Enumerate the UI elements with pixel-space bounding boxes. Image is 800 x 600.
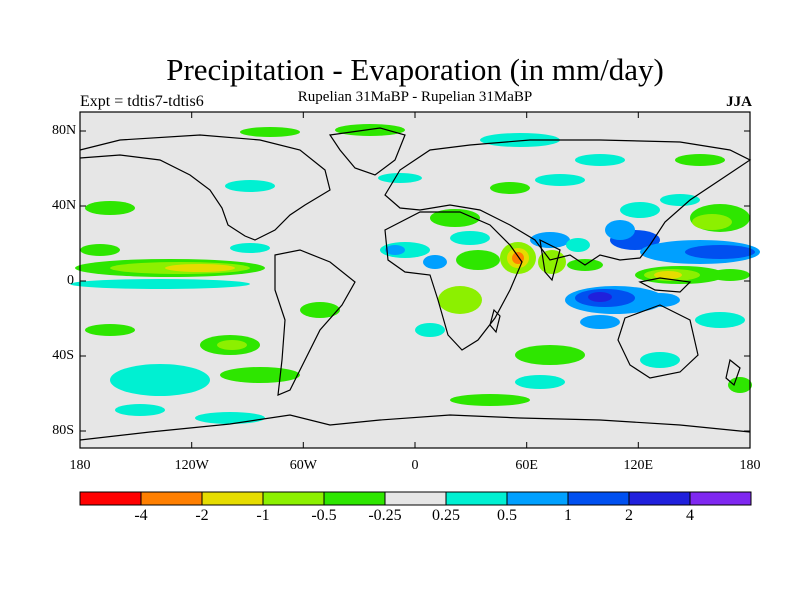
colorbar-box	[323, 491, 386, 506]
anomaly-patch	[430, 209, 480, 227]
colorbar-label: 2	[625, 507, 633, 524]
colorbar-label: 0.5	[497, 507, 517, 524]
coastline-indonesia	[638, 277, 692, 293]
anomaly-patch	[378, 173, 422, 183]
anomaly-patch	[217, 340, 247, 350]
x-tick-label: 180	[739, 458, 761, 473]
anomaly-patch	[535, 174, 585, 186]
anomaly-patch	[695, 312, 745, 328]
anomaly-patch	[110, 364, 210, 396]
anomaly-patch	[456, 250, 500, 270]
anomaly-patch	[195, 412, 265, 424]
y-tick-label: 80N	[52, 123, 77, 138]
x-tick-label: 60E	[515, 458, 538, 473]
anomaly-patch	[588, 292, 612, 302]
anomaly-patch	[85, 324, 135, 336]
colorbar-label: -0.5	[311, 507, 337, 524]
coastlines	[79, 127, 752, 441]
coastline-madagascar	[489, 308, 501, 334]
colorbar-box	[445, 491, 508, 506]
experiment-label: Expt = tdtis7-tdtis6	[80, 93, 204, 110]
y-tick-label: 40N	[52, 198, 77, 213]
y-tick-label: 0	[67, 273, 74, 288]
anomaly-patch	[490, 182, 530, 194]
coastline-africa	[384, 211, 523, 351]
anomaly-patch	[515, 375, 565, 389]
colorbar-box	[506, 491, 569, 506]
anomaly-patch	[230, 243, 270, 253]
anomaly-patch	[240, 127, 300, 137]
coastline-antarctica	[79, 414, 751, 441]
anomaly-patch	[620, 202, 660, 218]
anomaly-patch	[225, 180, 275, 192]
coastline-new-zealand	[725, 358, 741, 387]
colorbar-label: -0.25	[368, 507, 402, 524]
colorbar-label: -1	[256, 507, 270, 524]
anomaly-patch	[675, 154, 725, 166]
colorbar-label: -4	[134, 507, 148, 524]
x-tick-label: 0	[411, 458, 419, 473]
x-tick-label: 120E	[623, 458, 654, 473]
anomaly-fields	[70, 124, 760, 424]
coastline-north-america	[79, 134, 331, 241]
anomaly-patch	[80, 244, 120, 256]
anomaly-patch	[70, 279, 250, 289]
anomaly-patch	[438, 286, 482, 314]
colorbar	[79, 491, 752, 506]
anomaly-patch	[530, 232, 570, 248]
anomaly-patch	[605, 220, 635, 240]
coastline-eurasia	[384, 139, 752, 266]
anomaly-patch	[640, 352, 680, 368]
anomaly-patch	[480, 133, 560, 147]
x-tick-label: 60W	[289, 458, 317, 473]
anomaly-patch	[423, 255, 447, 269]
anomaly-patch	[85, 201, 135, 215]
anomaly-patch	[640, 293, 680, 307]
colorbar-box	[689, 491, 752, 506]
map-subtitle: Rupelian 31MaBP - Rupelian 31MaBP	[297, 89, 533, 105]
anomaly-patch	[300, 302, 340, 318]
colorbar-box	[262, 491, 325, 506]
anomaly-patch	[654, 271, 682, 279]
coastline-greenland	[328, 127, 406, 176]
x-tick-label: 180	[69, 458, 91, 473]
colorbar-box	[628, 491, 691, 506]
colorbar-label: -2	[195, 507, 209, 524]
anomaly-patch	[710, 269, 750, 281]
season-label: JJA	[726, 94, 752, 110]
anomaly-patch	[450, 231, 490, 245]
anomaly-patch	[450, 394, 530, 406]
anomaly-patch	[660, 194, 700, 206]
anomaly-patch	[575, 154, 625, 166]
colorbar-box	[79, 491, 142, 506]
anomaly-patch	[692, 214, 732, 230]
anomaly-patch	[685, 245, 755, 259]
colorbar-box	[140, 491, 203, 506]
colorbar-box	[567, 491, 630, 506]
anomaly-patch	[165, 264, 235, 272]
coastline-australia	[617, 304, 699, 379]
x-tick-label: 120W	[174, 458, 209, 473]
coastline-india	[539, 238, 561, 282]
y-tick-label: 80S	[52, 423, 74, 438]
anomaly-patch	[580, 315, 620, 329]
colorbar-box	[384, 491, 447, 506]
x-ticks	[79, 112, 751, 448]
anomaly-patch	[385, 245, 405, 255]
anomaly-patch	[115, 404, 165, 416]
y-ticks	[80, 130, 750, 432]
coastline-south-america	[274, 249, 356, 396]
colorbar-label: 4	[686, 507, 694, 524]
anomaly-patch	[220, 367, 300, 383]
y-tick-label: 40S	[52, 348, 74, 363]
anomaly-patch	[566, 238, 590, 252]
map-title: Precipitation - Evaporation (in mm/day)	[166, 52, 664, 87]
anomaly-patch	[728, 377, 752, 393]
colorbar-box	[201, 491, 264, 506]
colorbar-label: 1	[564, 507, 572, 524]
anomaly-patch	[515, 345, 585, 365]
colorbar-label: 0.25	[432, 507, 460, 524]
anomaly-patch	[415, 323, 445, 337]
